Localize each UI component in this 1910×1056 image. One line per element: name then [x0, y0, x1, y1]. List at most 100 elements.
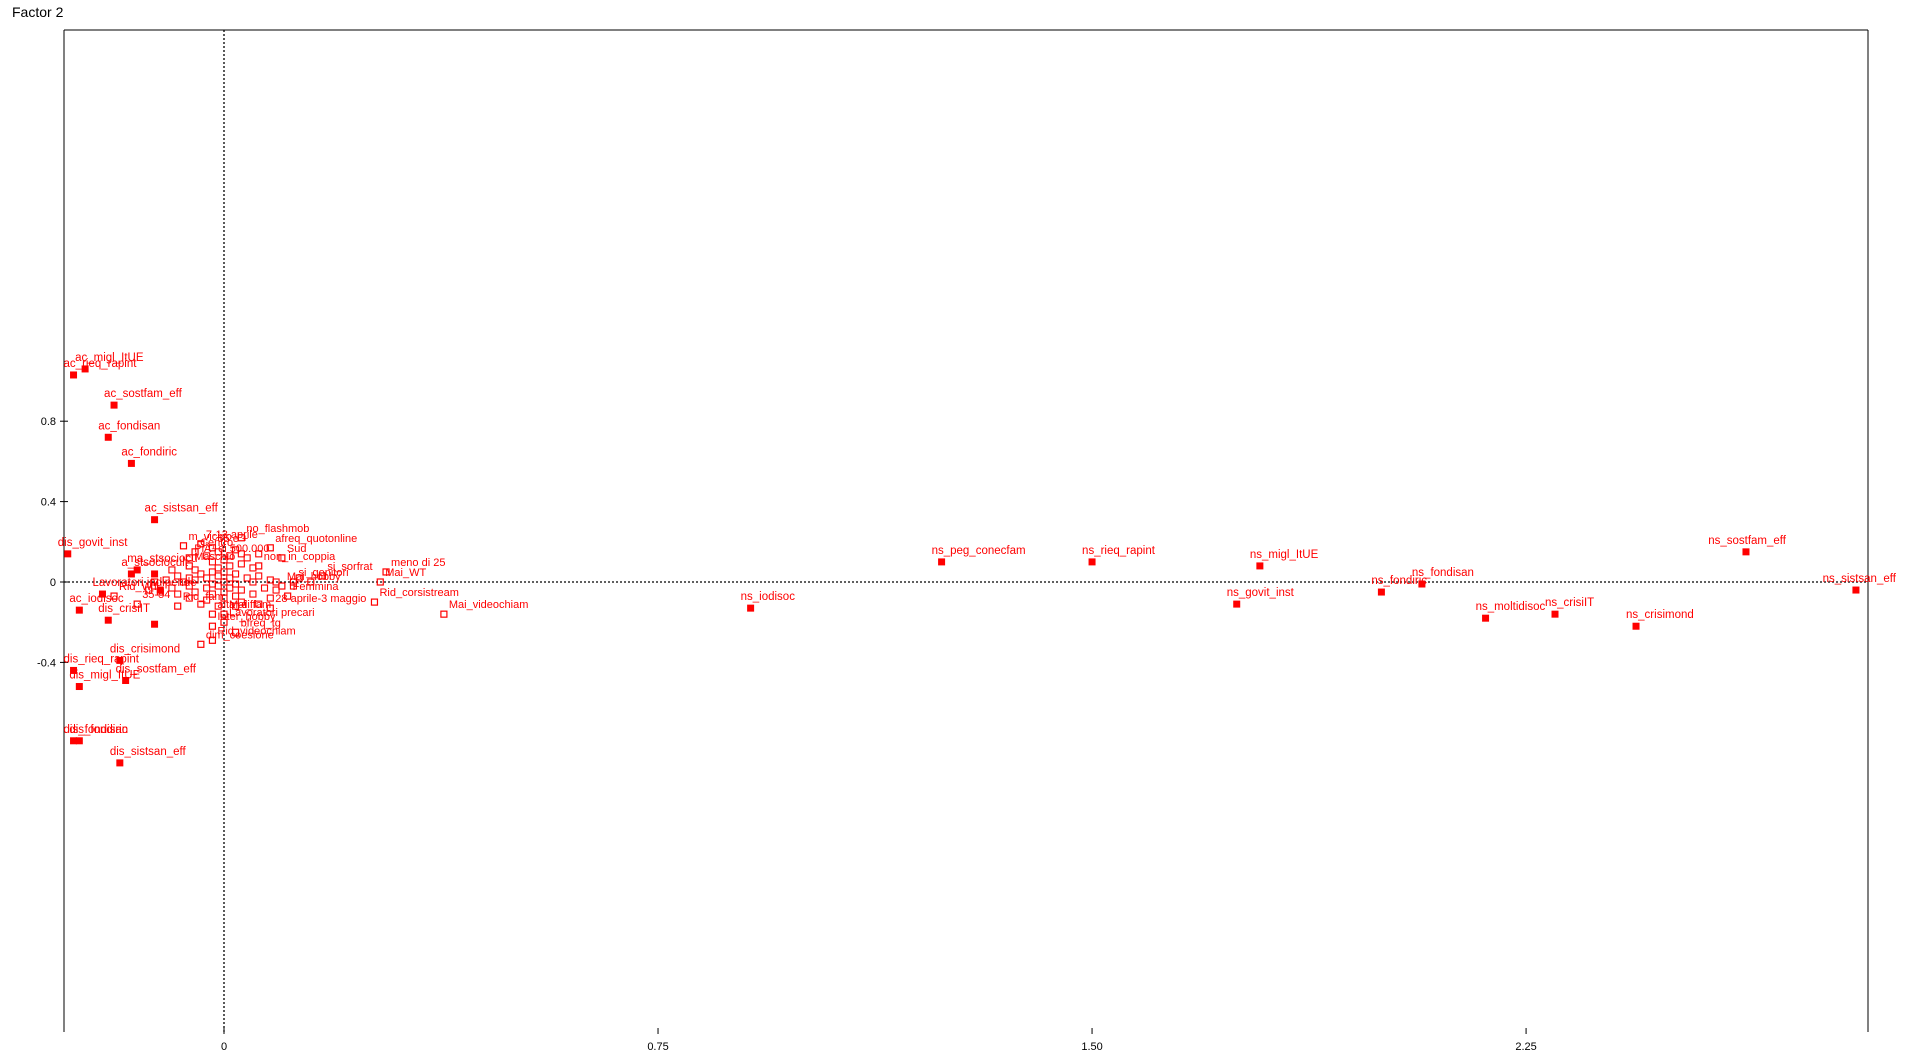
active-point: [156, 586, 164, 594]
cluster-point: [220, 578, 228, 586]
supplementary-point: [220, 610, 228, 618]
supplementary-point: [185, 554, 193, 562]
cluster-point: [191, 576, 199, 584]
supplementary-point-label: 7-13 aprile: [206, 529, 258, 541]
cluster-point: [203, 552, 211, 560]
active-point-label: dis_crisiIT: [98, 603, 150, 615]
supplementary-point: [220, 618, 228, 626]
y-tick-label: 0.8: [41, 416, 56, 428]
active-point: [133, 566, 141, 574]
cluster-point: [168, 584, 176, 592]
supplementary-point-label: PiÃ¹ di 500.000: [194, 542, 269, 555]
supplementary-point: [318, 572, 326, 580]
active-point: [127, 570, 135, 578]
active-point-label: ac_sostfam_eff: [104, 388, 183, 400]
active-point-label: ma_stsociocu: [127, 553, 197, 565]
active-point: [75, 606, 83, 614]
cluster-point: [295, 574, 303, 582]
active-point: [151, 620, 159, 628]
cluster-point: [232, 580, 240, 588]
supplementary-point: [231, 628, 240, 636]
cluster-point: [168, 566, 176, 574]
supplementary-point-label: Rid_fam: [183, 591, 224, 603]
cluster-point: [156, 588, 164, 596]
active-point: [70, 737, 78, 745]
cluster-point: [197, 570, 205, 578]
supplementary-point: [382, 568, 390, 576]
data-points: [64, 365, 1860, 767]
active-point-label: ns_moltidisoc: [1476, 601, 1546, 613]
cluster-point: [214, 564, 222, 572]
supplementary-point-label: afreq_quotonline: [275, 533, 357, 545]
y-tick-label: -0.4: [37, 657, 56, 669]
supplementary-point: [278, 582, 286, 590]
x-tick-label: 1.50: [1081, 1041, 1102, 1053]
cluster-point: [255, 572, 263, 580]
cluster-point: [145, 586, 153, 594]
cluster-point: [185, 594, 193, 602]
cluster-point: [232, 602, 240, 610]
supplementary-point-label: Centro: [200, 537, 233, 549]
supplementary-point: [440, 610, 448, 618]
active-point-label: dis_govit_inst: [58, 537, 128, 549]
active-point-label: dis_crisimond: [110, 643, 180, 655]
cluster-point: [243, 554, 251, 562]
supplementary-point: [208, 622, 217, 630]
cluster-point: [249, 564, 257, 572]
cluster-point: [232, 570, 240, 578]
active-point-label: ns_migl_ItUE: [1250, 549, 1319, 561]
supplementary-point-label: Inter_hobby: [217, 611, 276, 623]
cluster-point: [208, 590, 216, 598]
active-point-label: ac_rieq_rapint: [64, 358, 138, 370]
y-tick-label: 0.4: [41, 497, 56, 509]
supplementary-point-label: si_genitori: [298, 567, 348, 579]
cluster-point: [266, 594, 274, 602]
supplementary-point: [174, 602, 182, 610]
supplementary-point-label: Sud: [287, 543, 307, 555]
supplementary-point: [255, 562, 263, 570]
cluster-point: [214, 548, 222, 556]
supplementary-point-label: Mai_WT: [385, 567, 426, 579]
x-tick-label: 2.25: [1515, 1041, 1536, 1053]
cluster-point: [249, 578, 257, 586]
supplementary-point-label: alta_diff: [217, 599, 256, 611]
active-point: [1377, 588, 1385, 596]
cluster-point: [191, 566, 199, 574]
supplementary-point: [370, 598, 379, 606]
active-point: [104, 433, 112, 441]
supplementary-point-label: Mai_hobby: [287, 571, 341, 583]
active-point: [1256, 562, 1264, 570]
supplementary-point-label: Rid_WT: [119, 581, 159, 593]
active-point: [81, 365, 89, 373]
active-point: [1418, 580, 1426, 588]
supplementary-point: [208, 544, 217, 552]
supplementary-point: [133, 600, 141, 608]
cluster-point: [185, 582, 193, 590]
supplementary-point-label: non_in_coppia: [264, 551, 336, 563]
supplementary-point: [237, 534, 245, 542]
active-point-label: ns_govit_inst: [1227, 587, 1295, 599]
active-point: [70, 666, 78, 674]
supplementary-point: [278, 554, 286, 562]
active-point: [70, 371, 78, 379]
supplementary-point: [284, 592, 292, 600]
cluster-point: [203, 596, 211, 604]
cluster-point: [243, 574, 251, 582]
cluster-point: [214, 572, 222, 580]
active-point: [64, 550, 72, 558]
cluster-point: [208, 558, 216, 566]
active-point: [1632, 622, 1640, 630]
cluster-point: [174, 572, 182, 580]
supplementary-point-label: no_flashmob: [246, 523, 309, 535]
cluster-point: [237, 598, 245, 606]
cluster-point: [151, 582, 159, 590]
active-point: [116, 656, 124, 664]
active-point-label: dis_sistsan_eff: [110, 746, 187, 758]
cluster-point: [203, 584, 211, 592]
active-point-label: dis_sostfam_eff: [116, 663, 197, 675]
active-point-label: ac_iodisoc: [69, 593, 124, 605]
supplementary-point: [208, 610, 217, 618]
supplementary-point-label: 28 aprile-3 maggio: [275, 593, 366, 605]
